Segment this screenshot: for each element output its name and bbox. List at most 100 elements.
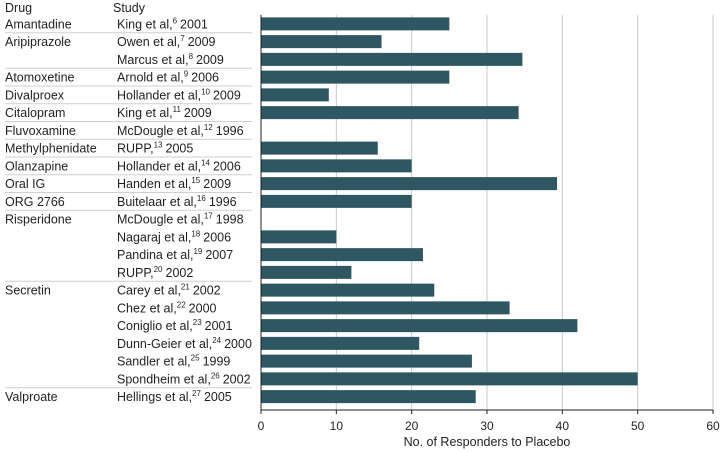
- drug-label: Atomoxetine: [5, 71, 75, 85]
- bar: [261, 301, 510, 315]
- drug-label: Secretin: [5, 284, 51, 298]
- study-year: 2001: [180, 17, 208, 31]
- bar: [261, 52, 523, 66]
- study-label: Sandler et al,25 1999: [117, 354, 230, 369]
- x-tick-label: 30: [480, 419, 494, 433]
- study-reference: 10: [201, 87, 210, 96]
- study-name: Pandina et al,: [117, 248, 193, 262]
- study-year: 2006: [191, 71, 219, 85]
- study-label: Dunn-Geier et al,24 2000: [117, 336, 252, 351]
- drug-label: Methylphenidate: [5, 142, 97, 156]
- study-name: King et al,: [117, 106, 173, 120]
- drug-label: Oral IG: [5, 177, 45, 191]
- study-label: McDougle et al,17 1998: [117, 212, 244, 227]
- study-name: Coniglio et al,: [117, 319, 193, 333]
- study-name: Buitelaar et al,: [117, 195, 197, 209]
- drug-label: Amantadine: [5, 17, 72, 31]
- study-reference: 27: [192, 389, 201, 398]
- study-reference: 14: [201, 158, 210, 167]
- study-label: Owen et al,7 2009: [117, 34, 216, 49]
- study-label: Hollander et al,14 2006: [117, 158, 241, 173]
- study-name: Carey et al,: [117, 284, 181, 298]
- study-year: 2002: [223, 372, 251, 386]
- drug-label: Aripiprazole: [5, 35, 71, 49]
- study-name: Marcus et al,: [117, 53, 189, 67]
- study-name: RUPP,: [117, 266, 154, 280]
- study-reference: 17: [204, 212, 213, 221]
- study-label: RUPP,13 2005: [117, 141, 193, 156]
- study-year: 2009: [213, 88, 241, 102]
- study-name: Owen et al,: [117, 35, 180, 49]
- bar: [261, 194, 412, 208]
- study-name: McDougle et al,: [117, 213, 204, 227]
- x-tick-label: 60: [706, 419, 720, 433]
- study-reference: 7: [180, 34, 185, 43]
- study-reference: 21: [181, 283, 190, 292]
- study-year: 2002: [166, 266, 194, 280]
- study-label: Hollander et al,10 2009: [117, 87, 241, 102]
- study-name: Hellings et al,: [117, 390, 192, 404]
- bar: [261, 319, 578, 333]
- bars: [261, 17, 638, 404]
- study-reference: 11: [173, 105, 182, 114]
- bar: [261, 17, 450, 31]
- bar: [261, 354, 472, 368]
- study-year: 2002: [193, 284, 221, 298]
- study-label: Handen et al,15 2009: [117, 176, 231, 191]
- study-year: 2009: [196, 53, 224, 67]
- study-reference: 20: [154, 265, 163, 274]
- study-year: 1999: [203, 355, 231, 369]
- study-reference: 16: [197, 194, 206, 203]
- study-reference: 8: [189, 52, 194, 61]
- study-year: 2005: [204, 390, 232, 404]
- study-reference: 23: [193, 318, 202, 327]
- study-year: 2001: [205, 319, 233, 333]
- study-reference: 13: [154, 141, 163, 150]
- study-year: 2005: [166, 142, 194, 156]
- study-name: King et al,: [117, 17, 173, 31]
- study-year: 2006: [213, 159, 241, 173]
- study-year: 1996: [216, 124, 244, 138]
- study-label: Spondheim et al,26 2002: [117, 371, 251, 386]
- study-name: Spondheim et al,: [117, 372, 211, 386]
- study-name: Chez et al,: [117, 301, 177, 315]
- study-name: Sandler et al,: [117, 355, 191, 369]
- bar: [261, 283, 435, 297]
- x-tick-label: 0: [258, 419, 265, 433]
- study-name: Nagaraj et al,: [117, 230, 191, 244]
- study-reference: 9: [184, 70, 189, 79]
- study-label: Carey et al,21 2002: [117, 283, 221, 298]
- x-tick-label: 50: [631, 419, 645, 433]
- study-column-header: Study: [113, 1, 146, 15]
- x-tick-label: 10: [330, 419, 344, 433]
- study-name: Hollander et al,: [117, 159, 201, 173]
- drug-label: Valproate: [5, 390, 58, 404]
- study-year: 2007: [205, 248, 233, 262]
- drug-label: Fluvoxamine: [5, 124, 76, 138]
- study-reference: 12: [204, 123, 213, 132]
- study-reference: 24: [212, 336, 221, 345]
- study-year: 2009: [184, 106, 212, 120]
- study-name: Dunn-Geier et al,: [117, 337, 212, 351]
- study-label: King et al,6 2001: [117, 16, 208, 31]
- study-year: 2009: [188, 35, 216, 49]
- study-reference: 15: [191, 176, 200, 185]
- study-name: Handen et al,: [117, 177, 191, 191]
- study-year: 1996: [209, 195, 237, 209]
- row-labels: Amantadine King et al,6 2001 Aripiprazole Ow…: [5, 16, 252, 404]
- x-axis: 0 10 20 30 40 50 60: [258, 15, 720, 433]
- bar: [261, 35, 382, 49]
- bar: [261, 336, 420, 350]
- drug-label: Risperidone: [5, 213, 72, 227]
- bar: [261, 265, 352, 279]
- drug-label: Olanzapine: [5, 159, 68, 173]
- bar: [261, 106, 519, 120]
- drug-label: Divalproex: [5, 88, 65, 102]
- study-year: 1998: [216, 213, 244, 227]
- study-label: Pandina et al,19 2007: [117, 247, 233, 262]
- study-reference: 26: [211, 371, 220, 380]
- study-name: McDougle et al,: [117, 124, 204, 138]
- bar: [261, 230, 337, 244]
- study-label: Marcus et al,8 2009: [117, 52, 224, 67]
- bar: [261, 248, 423, 262]
